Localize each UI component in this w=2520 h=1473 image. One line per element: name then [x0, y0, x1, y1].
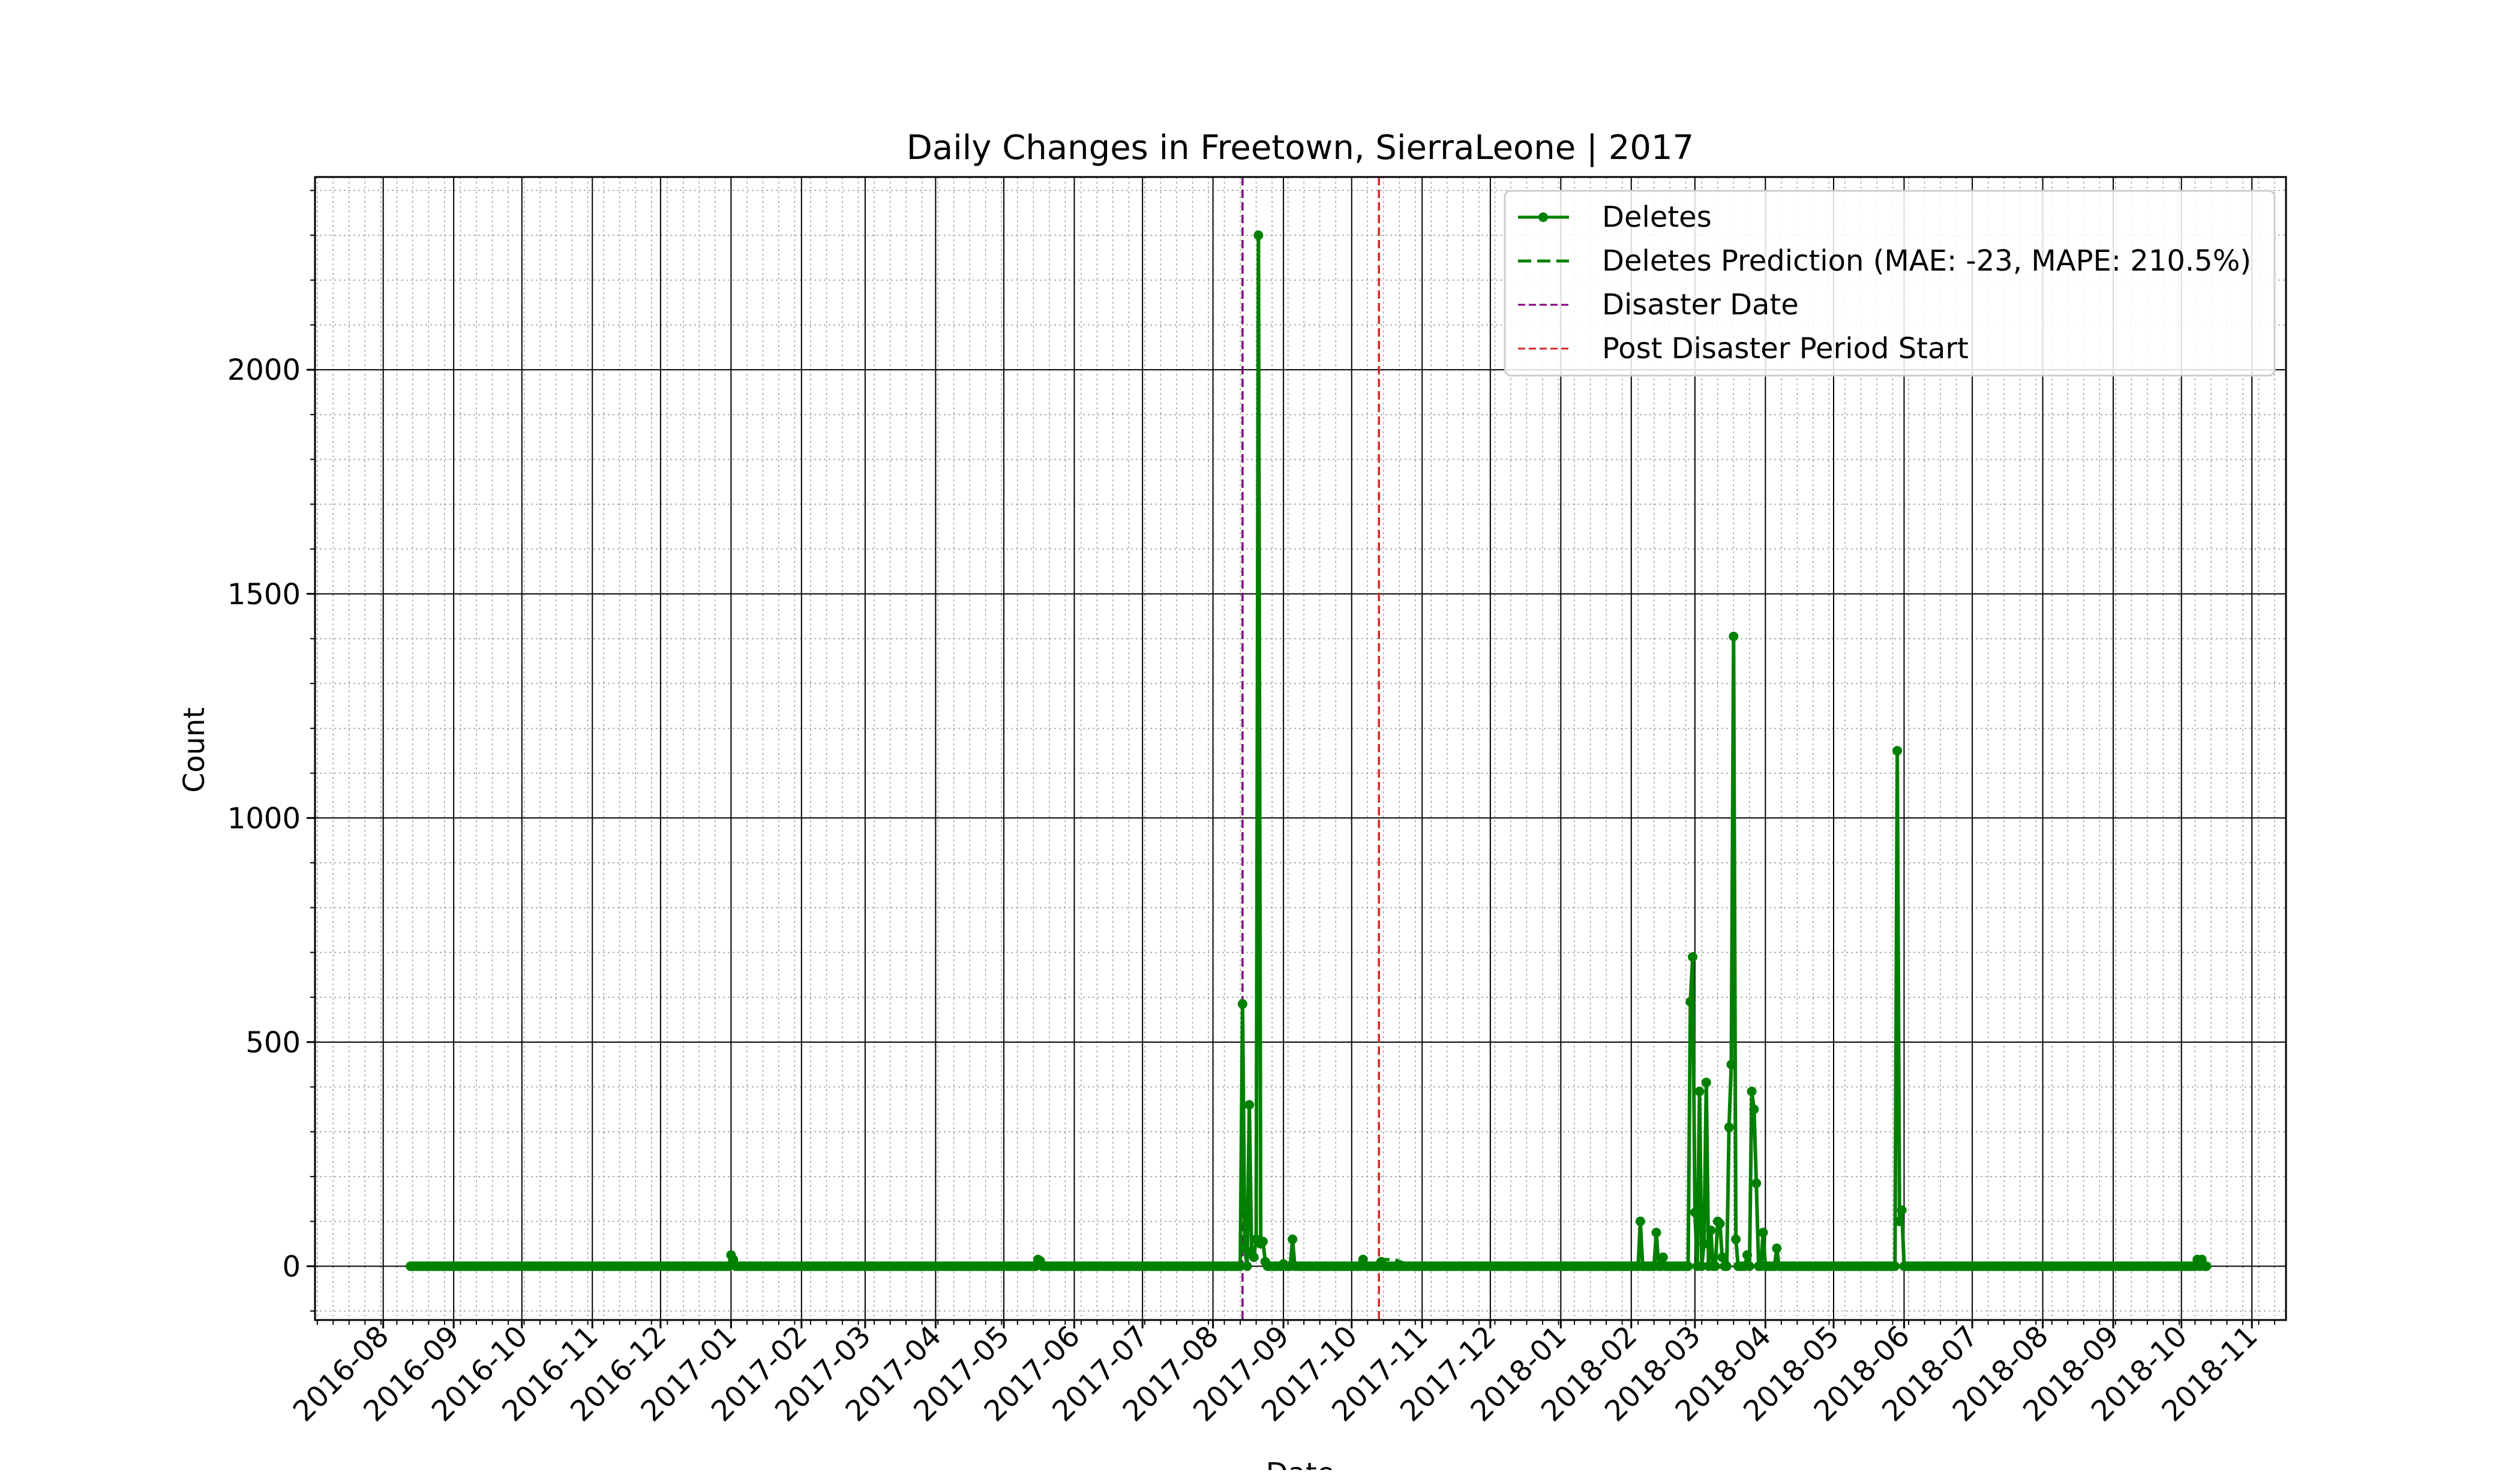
legend-post-disaster-label: Post Disaster Period Start [1602, 332, 1969, 365]
deletes-point [1724, 1122, 1734, 1132]
deletes-point [1688, 952, 1698, 962]
deletes-point [1685, 997, 1696, 1007]
y-axis-label: Count [178, 707, 211, 793]
legend-prediction-label: Deletes Prediction (MAE: -23, MAPE: 210.… [1602, 244, 2251, 278]
deletes-point [1683, 1261, 1693, 1271]
deletes-point [1697, 1261, 1707, 1271]
deletes-point [1721, 1261, 1732, 1271]
legend-deletes-label: Deletes [1602, 200, 1712, 234]
deletes-point [1717, 1252, 1727, 1262]
y-tick-label-4: 2000 [227, 353, 301, 387]
legend: Deletes Deletes Prediction (MAE: -23, MA… [1504, 190, 2276, 377]
deletes-point [1726, 1060, 1736, 1070]
legend-box [1504, 190, 2276, 377]
deletes-point [1890, 1261, 1900, 1271]
chart-title: Daily Changes in Freetown, SierraLeone |… [907, 128, 1694, 167]
deletes-point [1242, 1261, 1252, 1271]
deletes-point [1237, 999, 1247, 1009]
deletes-point [1772, 1243, 1782, 1253]
deletes-point [724, 1261, 734, 1271]
y-tick-label-0: 0 [282, 1250, 301, 1283]
deletes-point [1635, 1216, 1645, 1226]
deletes-point [1894, 1216, 1904, 1226]
deletes-point [1701, 1078, 1711, 1088]
y-tick-label-2: 1000 [227, 802, 301, 835]
deletes-point [1744, 1261, 1754, 1271]
deletes-point [1694, 1087, 1705, 1096]
deletes-prediction-line [1376, 1258, 1631, 1267]
deletes-point [1749, 1104, 1759, 1114]
deletes-point [1249, 1252, 1259, 1262]
deletes-point [1258, 1237, 1268, 1247]
deletes-point [1288, 1234, 1298, 1244]
deletes-point [1758, 1228, 1768, 1238]
deletes-point [1892, 746, 1903, 756]
y-tick-label-3: 1500 [227, 578, 301, 611]
deletes-point [1706, 1225, 1716, 1235]
deletes-point [2201, 1261, 2212, 1271]
deletes-point [1253, 230, 1264, 241]
deletes-point [1897, 1205, 1907, 1215]
deletes-point [1244, 1100, 1255, 1110]
deletes-point [1711, 1261, 1720, 1271]
x-axis-label: Date [1266, 1457, 1335, 1470]
deletes-point [1729, 631, 1739, 641]
deletes-point [1651, 1228, 1661, 1238]
deletes-point [1742, 1250, 1752, 1260]
y-tick-label-1: 500 [245, 1026, 301, 1060]
deletes-point [1658, 1252, 1668, 1262]
plot-frame [314, 176, 2287, 1321]
deletes-point [1715, 1219, 1725, 1229]
deletes-point [1731, 1234, 1741, 1244]
deletes-point [1240, 1243, 1250, 1253]
deletes-point [1235, 1261, 1246, 1271]
deletes-point [1699, 1239, 1709, 1249]
legend-disaster-label: Disaster Date [1602, 288, 1799, 322]
deletes-point [1747, 1087, 1757, 1096]
deletes-point [1690, 1207, 1700, 1217]
legend-deletes-marker [1538, 212, 1548, 222]
deletes-point [1751, 1178, 1762, 1189]
